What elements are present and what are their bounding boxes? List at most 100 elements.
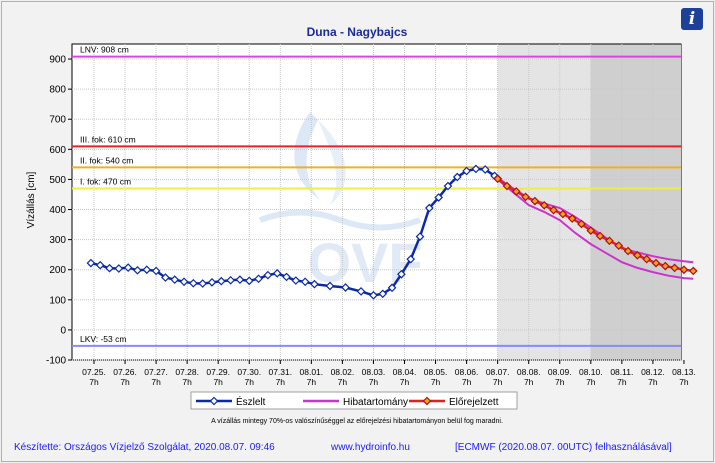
forecast-point bbox=[614, 241, 624, 250]
reference-line-label: LNV: 908 cm bbox=[80, 45, 129, 55]
x-tick-sublabel: 7h bbox=[120, 377, 130, 387]
observed-point bbox=[397, 269, 406, 279]
x-tick-label: 08.08. bbox=[517, 367, 541, 377]
observed-point bbox=[244, 276, 254, 286]
observed-point bbox=[341, 283, 350, 292]
y-tick-label: 500 bbox=[49, 175, 66, 186]
forecast-point bbox=[539, 200, 549, 210]
forecast-point bbox=[651, 258, 661, 268]
observed-point bbox=[387, 283, 397, 293]
forecast-point bbox=[688, 266, 698, 276]
x-tick-label: 07.30. bbox=[237, 367, 261, 377]
observed-point bbox=[291, 276, 301, 285]
forecast-point bbox=[586, 226, 596, 235]
forecast-point bbox=[558, 209, 568, 219]
observed-point bbox=[300, 277, 310, 287]
x-tick-label: 08.05. bbox=[424, 367, 448, 377]
forecast-point bbox=[511, 187, 521, 196]
legend-marker bbox=[209, 396, 219, 406]
x-tick-sublabel: 7h bbox=[493, 377, 503, 387]
x-tick-sublabel: 7h bbox=[307, 377, 317, 387]
forecast-point bbox=[549, 205, 558, 215]
observed-point bbox=[424, 203, 434, 213]
footer-website-link[interactable]: www.hydroinfo.hu bbox=[331, 442, 410, 453]
forecast-point bbox=[567, 214, 577, 223]
y-tick-label: 100 bbox=[49, 295, 66, 306]
forecast-point bbox=[502, 181, 512, 191]
observed-point bbox=[86, 258, 96, 268]
observed-point bbox=[142, 265, 152, 275]
y-tick-label: 600 bbox=[49, 145, 66, 156]
y-tick-label: 300 bbox=[49, 235, 66, 246]
observed-point bbox=[105, 263, 114, 273]
observed-point bbox=[123, 263, 133, 272]
footer-author: Készítette: Országos Vízjelző Szolgálat,… bbox=[14, 442, 275, 453]
x-tick-label: 08.09. bbox=[548, 367, 572, 377]
x-tick-label: 08.10. bbox=[579, 367, 603, 377]
observed-point bbox=[151, 266, 161, 276]
x-tick-label: 07.26. bbox=[113, 367, 137, 377]
forecast-point bbox=[577, 219, 586, 229]
x-tick-sublabel: 7h bbox=[431, 377, 441, 387]
watermark-drop bbox=[294, 112, 320, 200]
observed-point bbox=[356, 287, 366, 296]
x-tick-label: 07.31. bbox=[268, 367, 292, 377]
x-tick-label: 08.06. bbox=[455, 367, 479, 377]
observed-point bbox=[452, 172, 462, 182]
x-tick-label: 08.12. bbox=[641, 367, 665, 377]
footer-model: [ECMWF (2020.08.07. 00UTC) felhasználásá… bbox=[455, 442, 672, 453]
y-tick-label: 0 bbox=[60, 325, 66, 336]
legend: Észlelt Hibatartomány Előrejelzett bbox=[190, 391, 518, 410]
chart-title: Duna - Nagybajcs bbox=[307, 25, 408, 39]
x-tick-sublabel: 7h bbox=[338, 377, 348, 387]
observed-point bbox=[216, 276, 226, 286]
observed-point bbox=[434, 193, 444, 202]
forecast-point bbox=[679, 265, 689, 275]
observed-point bbox=[207, 278, 217, 287]
legend-label: Hibatartomány bbox=[343, 397, 408, 408]
observed-point bbox=[415, 232, 425, 241]
reference-line-label: III. fok: 610 cm bbox=[80, 134, 136, 144]
observed-point bbox=[254, 274, 263, 284]
legend-label: Észlelt bbox=[236, 395, 266, 408]
x-tick-sublabel: 7h bbox=[89, 377, 99, 387]
reference-line-label: II. fok: 540 cm bbox=[80, 155, 133, 165]
observed-point bbox=[378, 289, 388, 299]
x-tick-sublabel: 7h bbox=[400, 377, 410, 387]
x-tick-label: 08.07. bbox=[486, 367, 510, 377]
x-tick-sublabel: 7h bbox=[524, 377, 534, 387]
forecast-line bbox=[496, 177, 694, 273]
x-tick-label: 08.03. bbox=[362, 367, 386, 377]
forecast-point bbox=[595, 231, 605, 241]
observed-point bbox=[189, 278, 198, 288]
observed-point bbox=[406, 254, 416, 264]
observed-point bbox=[133, 265, 142, 275]
x-tick-sublabel: 7h bbox=[462, 377, 472, 387]
x-tick-label: 08.11. bbox=[610, 367, 633, 377]
observed-point bbox=[170, 275, 180, 284]
legend-marker bbox=[422, 396, 432, 406]
x-tick-sublabel: 7h bbox=[369, 377, 379, 387]
forecast-point bbox=[605, 236, 614, 246]
observed-point bbox=[272, 268, 282, 278]
y-axis-label: Vízállás [cm] bbox=[26, 171, 37, 228]
forecast-point bbox=[521, 192, 530, 202]
x-tick-sublabel: 7h bbox=[213, 377, 223, 387]
x-tick-sublabel: 7h bbox=[276, 377, 286, 387]
observed-point bbox=[95, 260, 105, 270]
x-tick-label: 07.25. bbox=[82, 367, 106, 377]
forecast-point bbox=[633, 250, 642, 260]
x-tick-sublabel: 7h bbox=[586, 377, 596, 387]
watermark-logo: OVF bbox=[258, 112, 423, 294]
observed-point bbox=[369, 290, 378, 300]
x-tick-sublabel: 7h bbox=[648, 377, 658, 387]
x-tick-label: 07.27. bbox=[144, 367, 168, 377]
x-tick-label: 07.29. bbox=[206, 367, 230, 377]
forecast-point bbox=[642, 254, 652, 264]
reference-line-label: LKV: -53 cm bbox=[80, 334, 126, 344]
x-tick-label: 08.13. bbox=[672, 367, 696, 377]
error-band-lower bbox=[497, 178, 694, 280]
x-tick-label: 08.01. bbox=[300, 367, 324, 377]
info-icon[interactable]: i bbox=[681, 8, 703, 30]
